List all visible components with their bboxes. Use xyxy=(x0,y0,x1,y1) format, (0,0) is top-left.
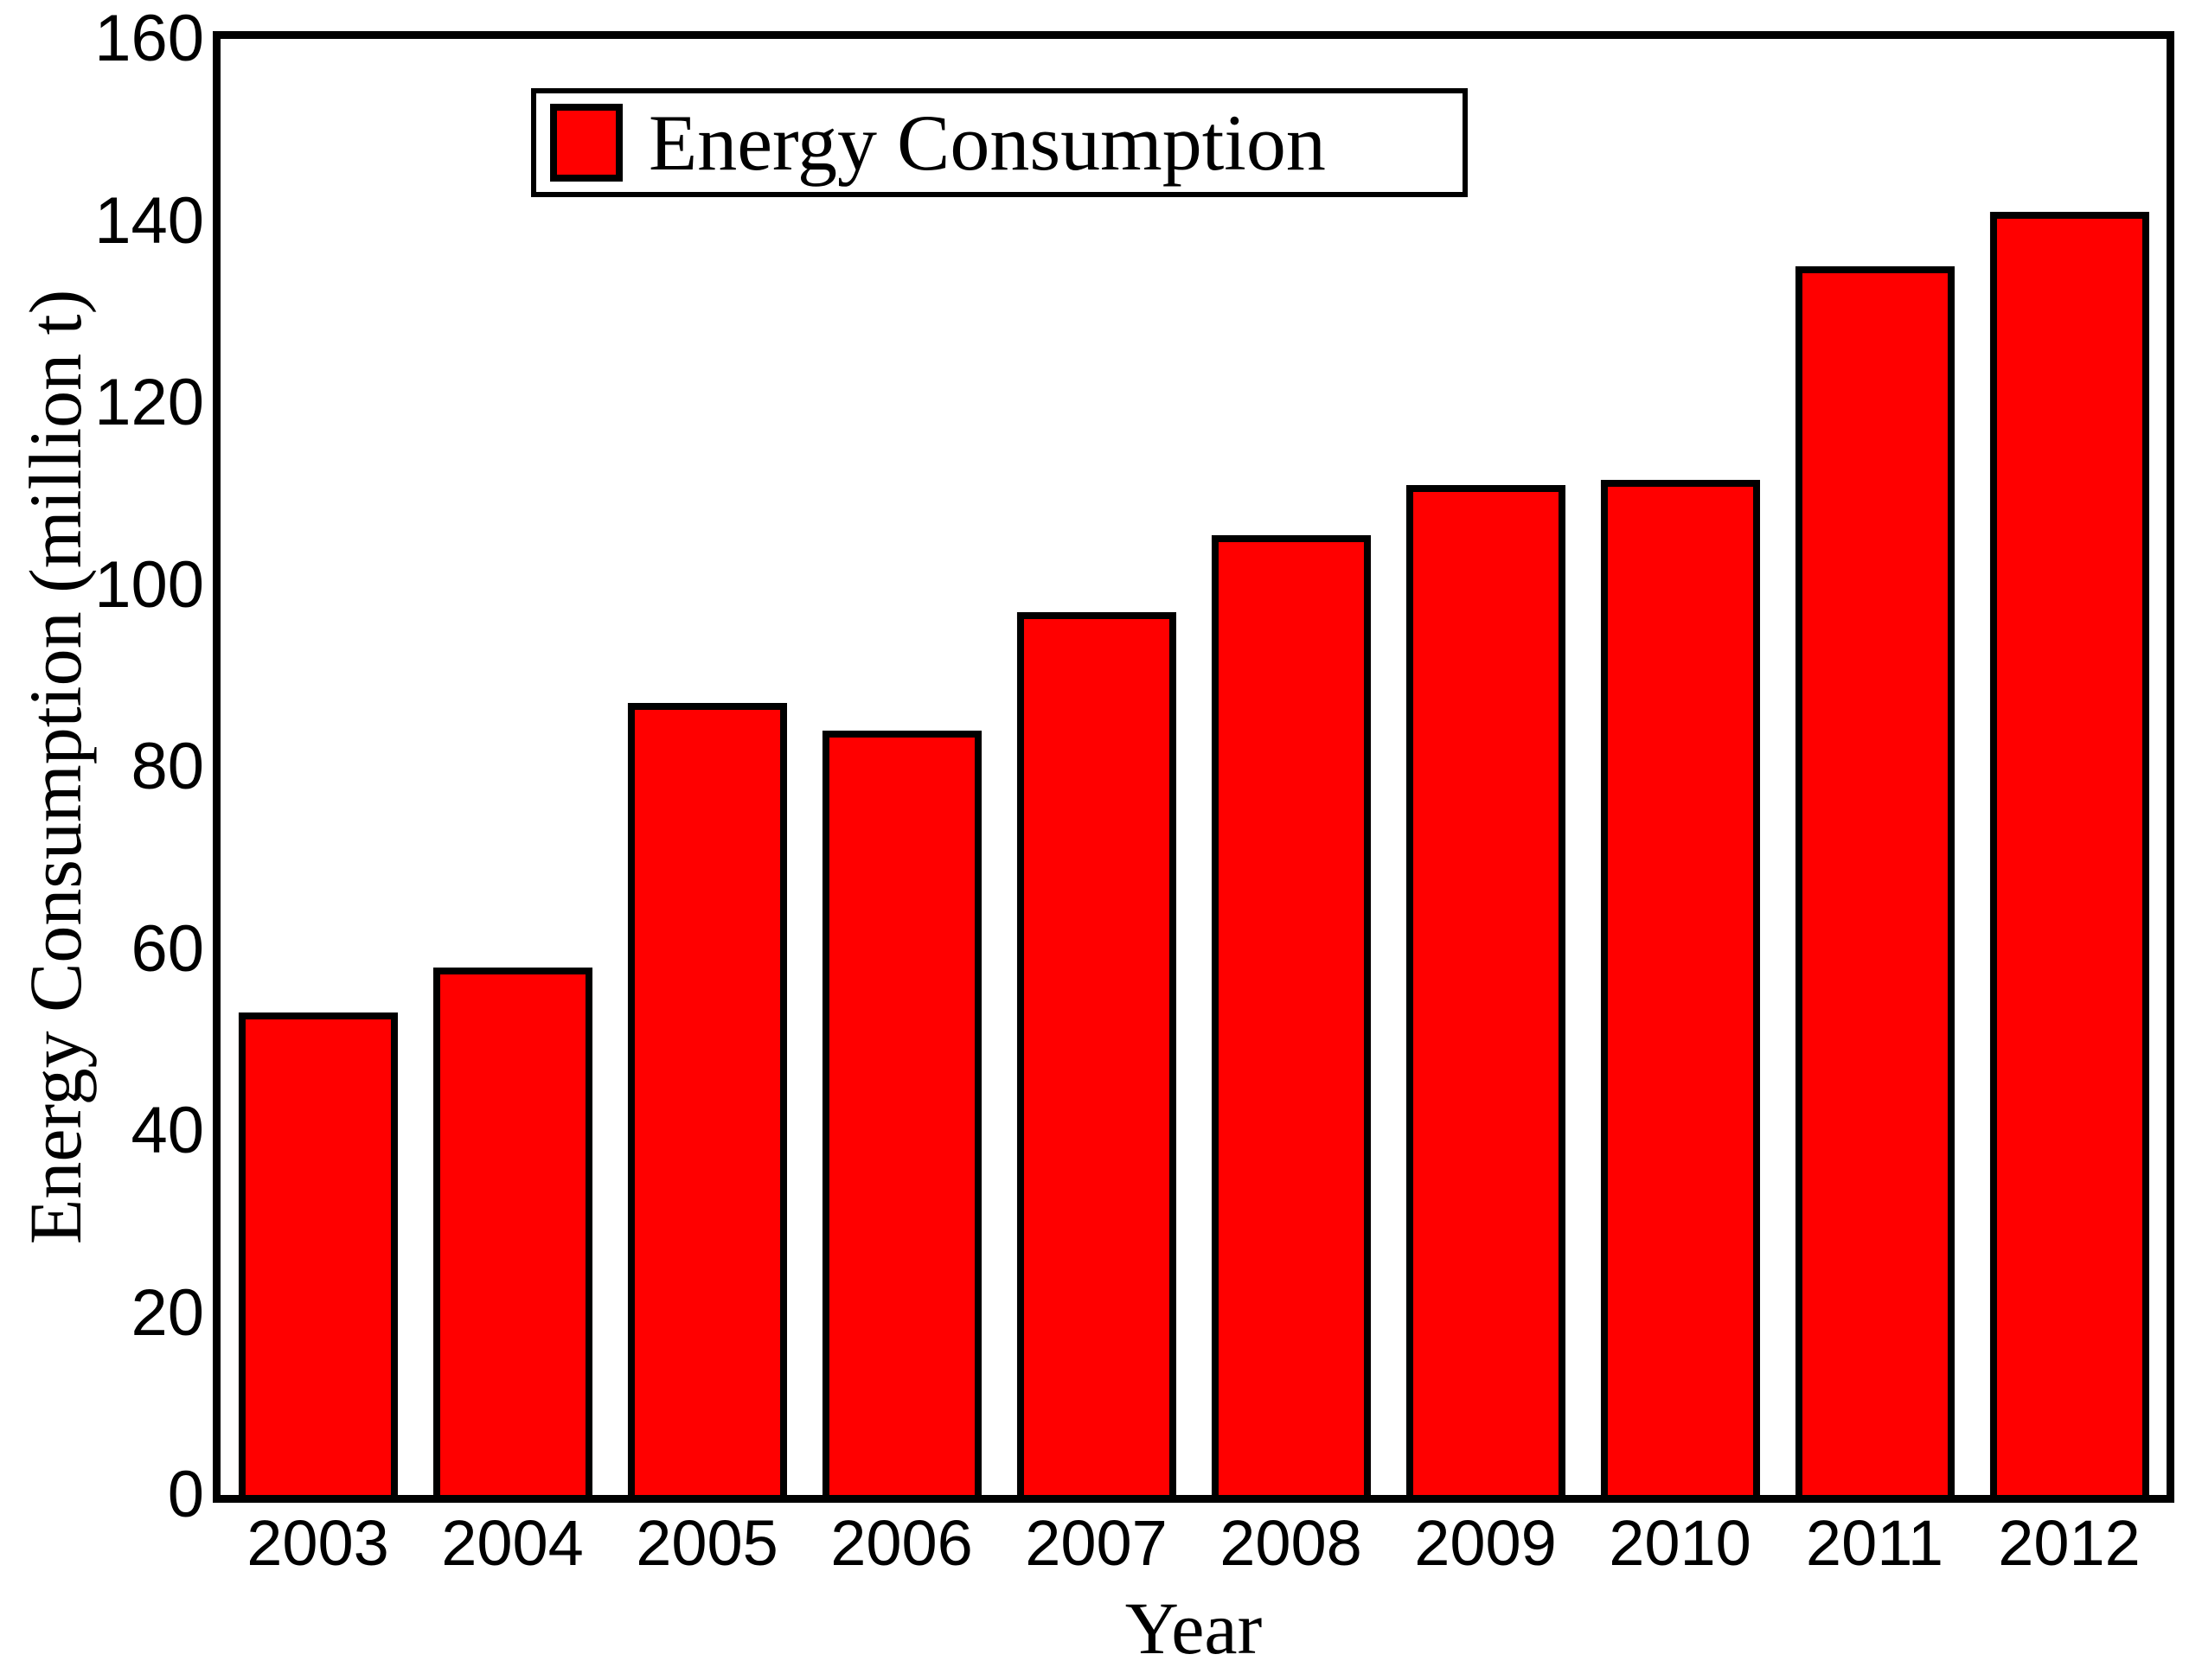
x-tick-label-2006: 2006 xyxy=(830,1507,973,1579)
bar-2007 xyxy=(1016,612,1176,1495)
x-tick-label-2007: 2007 xyxy=(1025,1507,1168,1579)
x-tick-label-2008: 2008 xyxy=(1219,1507,1362,1579)
bars xyxy=(221,39,2167,1495)
y-tick-label-20: 20 xyxy=(131,1275,204,1350)
bar-2012 xyxy=(1989,211,2149,1495)
bar-2003 xyxy=(238,1012,398,1495)
bar-2010 xyxy=(1600,480,1760,1495)
y-tick-label-160: 160 xyxy=(94,2,204,75)
y-axis-ticks: 0 20 40 60 80 100 120 140 160 xyxy=(0,6,204,1528)
x-tick-label-2011: 2011 xyxy=(1805,1507,1944,1579)
bar-2006 xyxy=(822,730,982,1495)
y-tick-label-40: 40 xyxy=(131,1094,204,1167)
x-axis-title: Year xyxy=(1124,1587,1263,1670)
bar-2011 xyxy=(1795,266,1955,1495)
x-tick-label-2009: 2009 xyxy=(1414,1507,1557,1579)
bar-2004 xyxy=(432,967,592,1495)
x-tick-label-2004: 2004 xyxy=(441,1507,584,1579)
legend-label: Energy Consumption xyxy=(649,99,1326,187)
x-tick-label-2005: 2005 xyxy=(636,1507,778,1579)
y-tick-label-0: 0 xyxy=(167,1458,204,1531)
legend-swatch xyxy=(550,104,623,182)
y-tick-label-80: 80 xyxy=(131,730,204,803)
y-tick-label-140: 140 xyxy=(94,183,204,258)
x-tick-label-2010: 2010 xyxy=(1609,1507,1751,1579)
x-tick-label-2003: 2003 xyxy=(246,1507,389,1579)
y-tick-label-100: 100 xyxy=(94,547,204,622)
x-tick-label-2012: 2012 xyxy=(1998,1507,2141,1579)
bar-2005 xyxy=(627,703,787,1495)
x-axis-ticks: 2003 2004 2005 2006 2007 2008 2009 2010 2011 2012 xyxy=(221,1511,2167,1591)
bar-2008 xyxy=(1211,534,1371,1495)
legend: Energy Consumption xyxy=(531,88,1468,197)
y-tick-label-60: 60 xyxy=(131,911,204,986)
y-tick-label-120: 120 xyxy=(94,366,204,439)
y-axis-title: Energy Consumption (million t) xyxy=(14,289,97,1245)
bar-2009 xyxy=(1405,484,1565,1495)
